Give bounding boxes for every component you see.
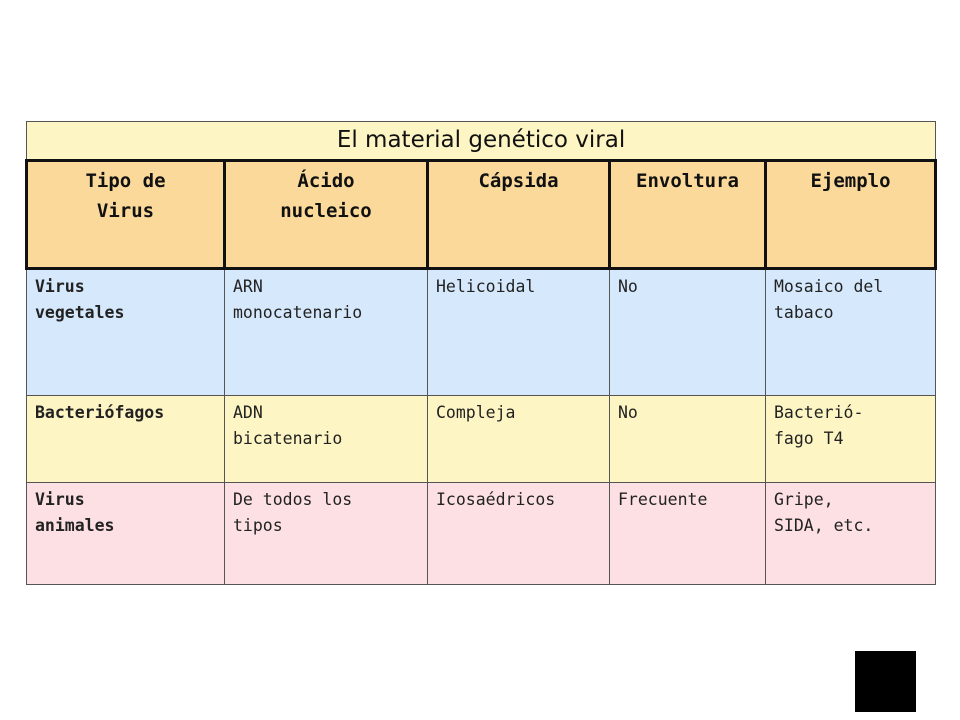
cell-acido: De todos los tipos bbox=[224, 482, 428, 585]
cell-capsida: Helicoidal bbox=[427, 268, 610, 396]
black-square-marker bbox=[855, 651, 916, 712]
header-acido-nucleico: Ácido nucleico bbox=[223, 159, 429, 270]
header-envoltura: Envoltura bbox=[608, 159, 767, 270]
cell-envoltura: Frecuente bbox=[609, 482, 766, 585]
cell-capsida: Compleja bbox=[427, 395, 610, 483]
viral-genetic-material-table: El material genético viral Tipo de Virus… bbox=[25, 121, 938, 585]
header-tipo-de-virus: Tipo de Virus bbox=[25, 159, 226, 270]
table-row: Virus animales De todos los tipos Icosaé… bbox=[26, 482, 937, 585]
cell-envoltura: No bbox=[609, 395, 766, 483]
cell-acido: ADN bicatenario bbox=[224, 395, 428, 483]
cell-tipo: Bacteriófagos bbox=[26, 395, 225, 483]
cell-tipo: Virus animales bbox=[26, 482, 225, 585]
table-row: Bacteriófagos ADN bicatenario Compleja N… bbox=[26, 395, 937, 483]
header-capsida: Cápsida bbox=[426, 159, 611, 270]
header-row: Tipo de Virus Ácido nucleico Cápsida Env… bbox=[25, 159, 938, 270]
cell-capsida: Icosaédricos bbox=[427, 482, 610, 585]
cell-acido: ARN monocatenario bbox=[224, 268, 428, 396]
cell-ejemplo: Gripe, SIDA, etc. bbox=[764, 482, 937, 585]
cell-tipo: Virus vegetales bbox=[26, 268, 225, 396]
cell-envoltura: No bbox=[609, 268, 766, 396]
table-row: Virus vegetales ARN monocatenario Helico… bbox=[26, 268, 937, 396]
cell-ejemplo: Mosaico del tabaco bbox=[764, 268, 937, 396]
cell-ejemplo: Bacterió- fago T4 bbox=[764, 395, 937, 483]
header-ejemplo: Ejemplo bbox=[763, 159, 938, 270]
table-title: El material genético viral bbox=[25, 121, 937, 161]
